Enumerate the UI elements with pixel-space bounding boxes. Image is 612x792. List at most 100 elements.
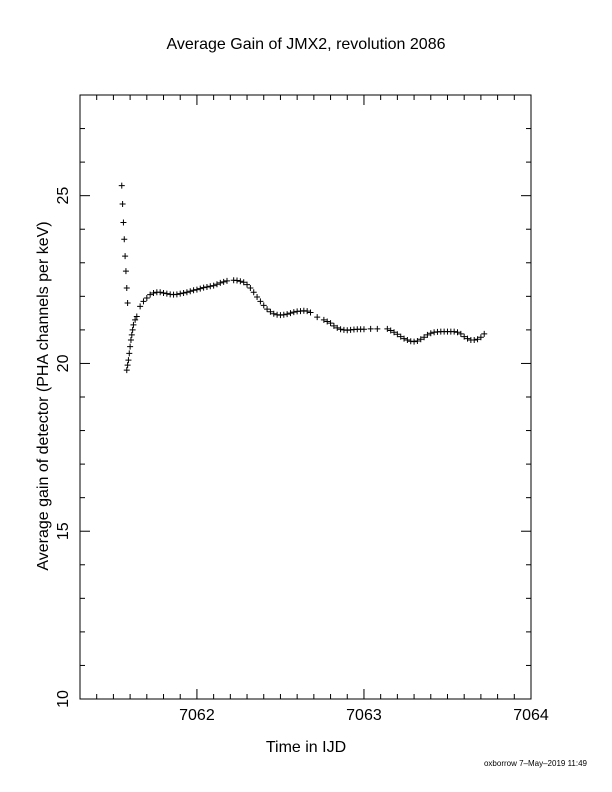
data-point (210, 282, 217, 289)
y-tick-label: 15 (55, 522, 72, 540)
data-point (124, 362, 131, 369)
data-point (123, 367, 130, 374)
data-point (304, 308, 311, 315)
data-point (223, 277, 230, 284)
data-point (244, 281, 251, 288)
data-point (367, 325, 374, 332)
data-point (264, 306, 271, 313)
x-tick-label: 7064 (513, 707, 549, 724)
data-point (474, 336, 481, 343)
data-point (173, 291, 180, 298)
data-point (157, 289, 164, 296)
y-tick-label: 20 (55, 354, 72, 372)
data-point (257, 298, 264, 305)
y-axis-label: Average gain of detector (PHA channels p… (35, 221, 52, 571)
data-point (374, 325, 381, 332)
data-point (327, 320, 334, 327)
data-point (183, 289, 190, 296)
data-point (284, 311, 291, 318)
data-point (203, 283, 210, 290)
data-point (143, 295, 150, 302)
data-point (124, 300, 131, 307)
data-point (461, 333, 468, 340)
data-point (234, 277, 241, 284)
data-point (397, 333, 404, 340)
x-axis-label: Time in IJD (265, 739, 347, 756)
data-point (129, 326, 136, 333)
data-point (122, 268, 129, 275)
data-point (220, 278, 227, 285)
data-point (213, 281, 220, 288)
data-point (280, 311, 287, 318)
x-tick-label: 7063 (346, 707, 382, 724)
data-point (237, 278, 244, 285)
data-point (320, 316, 327, 323)
data-point (122, 253, 129, 260)
data-point (260, 302, 267, 309)
data-point (401, 335, 408, 342)
data-point (477, 334, 484, 341)
data-point (481, 330, 488, 337)
data-point (200, 284, 207, 291)
data-point (137, 303, 144, 310)
plot-frame (79, 94, 532, 700)
data-point (127, 343, 134, 350)
data-point (119, 201, 126, 208)
data-point (121, 236, 128, 243)
data-point (150, 289, 157, 296)
data-point (360, 326, 367, 333)
data-point (118, 182, 125, 189)
data-point (324, 318, 331, 325)
data-point (247, 284, 254, 291)
data-point (394, 331, 401, 338)
data-point (140, 298, 147, 305)
data-point (254, 294, 261, 301)
data-point (193, 286, 200, 293)
data-point (197, 285, 204, 292)
data-point (451, 328, 458, 335)
data-point (334, 324, 341, 331)
data-point (133, 313, 140, 320)
y-tick-label: 25 (55, 187, 72, 205)
data-point (457, 330, 464, 337)
data-point (337, 326, 344, 333)
data-point (270, 310, 277, 317)
y-tick-label: 10 (55, 690, 72, 708)
data-point (180, 289, 187, 296)
data-point (163, 290, 170, 297)
data-point (424, 331, 431, 338)
data-point (147, 291, 154, 298)
data-point (411, 338, 418, 345)
data-point (190, 287, 197, 294)
data-point (471, 336, 478, 343)
data-point (217, 279, 224, 286)
data-point (314, 314, 321, 321)
data-point (132, 316, 139, 323)
footer-stamp: oxborrow 7–May–2019 11:49 (483, 759, 587, 768)
data-point (464, 335, 471, 342)
data-point (391, 329, 398, 336)
data-point (427, 330, 434, 337)
data-point (421, 334, 428, 341)
data-point (123, 284, 130, 291)
data-point (127, 336, 134, 343)
data-point (120, 219, 127, 226)
data-point (417, 336, 424, 343)
data-point (414, 337, 421, 344)
data-point (128, 331, 135, 338)
data-point (130, 321, 137, 328)
data-point (330, 322, 337, 329)
data-point (160, 289, 167, 296)
data-point (404, 336, 411, 343)
data-point (250, 289, 257, 296)
data-point (384, 325, 391, 332)
chart-title: Average Gain of JMX2, revolution 2086 (166, 36, 446, 53)
data-point (454, 329, 461, 336)
data-point (240, 279, 247, 286)
data-point (290, 309, 297, 316)
data-point (207, 283, 214, 290)
data-point (187, 288, 194, 295)
data-point (387, 327, 394, 334)
data-point (125, 357, 132, 364)
